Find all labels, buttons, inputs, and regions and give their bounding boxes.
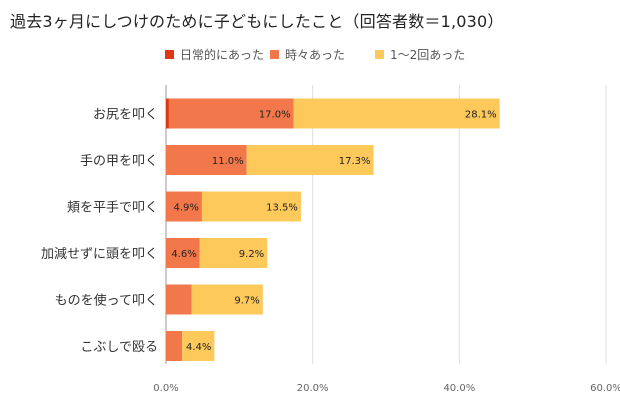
x-axis-ticks: 0.0% 20.0% 40.0% 60.0% [153, 383, 620, 394]
x-tick-label-3: 60.0% [590, 383, 620, 394]
bar-5-1 [166, 331, 183, 361]
data-label-1-2: 17.3% [339, 156, 371, 167]
x-tick-label-2: 40.0% [443, 383, 475, 394]
data-label-3-1: 4.6% [171, 249, 196, 260]
category-labels: お尻を叩く手の甲を叩く頬を平手で叩く加減せずに頭を叩くものを使って叩くこぶしで殴… [41, 108, 158, 356]
bar-3-2 [199, 238, 268, 268]
legend-label-0: 日常的にあった [180, 47, 264, 62]
legend-swatch-2 [375, 50, 384, 59]
legend-swatch-1 [270, 50, 279, 59]
bar-3-1 [166, 238, 200, 268]
category-label-3: 加減せずに頭を叩く [41, 246, 158, 262]
bar-4-1 [166, 284, 192, 315]
data-label-3-2: 9.2% [239, 249, 264, 260]
bars: 17.0%28.1%11.0%17.3%4.9%13.5%4.6%9.2%3.5… [166, 98, 500, 361]
bar-5-2 [182, 331, 215, 361]
legend-label-1: 時々あった [285, 48, 345, 62]
bar-2-2 [201, 191, 301, 222]
data-label-5-2: 4.4% [186, 342, 211, 353]
chart-title: 過去3ヶ月にしつけのために子どもにしたこと（回答者数＝1,030） [10, 12, 504, 31]
data-label-4-2: 9.7% [234, 296, 259, 307]
data-label-2-1: 4.9% [174, 203, 199, 214]
data-label-0-1: 17.0% [259, 110, 291, 121]
data-label-2-2: 13.5% [266, 203, 298, 214]
category-label-0: お尻を叩く [93, 108, 158, 123]
legend-label-2: 1〜2回あった [390, 48, 465, 62]
data-label-0-2: 28.1% [465, 110, 497, 121]
x-tick-label-0: 0.0% [153, 383, 178, 394]
data-label-1-1: 11.0% [212, 156, 244, 167]
category-label-1: 手の甲を叩く [80, 154, 158, 169]
category-label-4: ものを使って叩く [55, 293, 158, 309]
bar-1-1 [166, 145, 247, 175]
x-tick-label-1: 20.0% [297, 383, 329, 394]
bar-0-2 [293, 98, 500, 129]
bar-4-2 [191, 284, 263, 315]
bar-0-1 [168, 98, 294, 129]
bar-1-2 [246, 145, 374, 175]
bar-2-1 [166, 191, 202, 222]
legend-swatch-0 [165, 50, 174, 59]
category-label-2: 頬を平手で叩く [67, 201, 158, 216]
gridlines [165, 85, 607, 364]
legend: 日常的にあった 時々あった 1〜2回あった [165, 47, 465, 62]
bar-0-0 [166, 98, 169, 129]
category-label-5: こぶしで殴る [80, 340, 158, 355]
